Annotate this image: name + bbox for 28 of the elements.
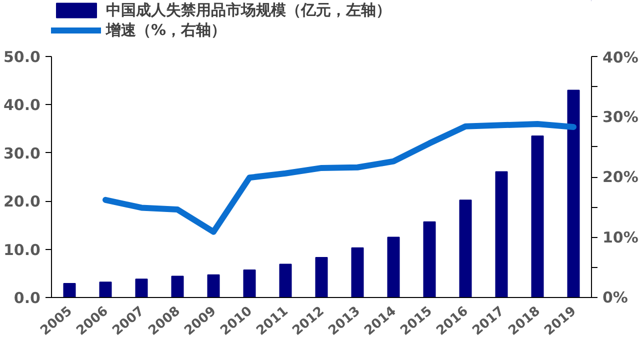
bar xyxy=(351,247,364,298)
y-tick-label: 40.0 xyxy=(3,96,41,114)
y-tick-label: 50.0 xyxy=(3,48,41,66)
bar xyxy=(495,171,508,298)
bar xyxy=(567,90,580,298)
y-tick-label: 20.0 xyxy=(3,192,41,211)
bar xyxy=(531,136,544,298)
y2-tick-label: 40% xyxy=(602,48,638,66)
bar xyxy=(315,256,328,298)
bar xyxy=(279,264,292,298)
bar xyxy=(171,276,184,298)
bar xyxy=(63,283,76,298)
legend-label: 中国成人失禁用品市场规模（亿元，左轴） xyxy=(106,0,391,20)
y2-tick-label: 30% xyxy=(602,108,638,126)
bar xyxy=(207,274,220,298)
bar xyxy=(459,200,472,298)
y2-tick-label: 10% xyxy=(602,228,638,246)
bar xyxy=(423,221,436,298)
bar xyxy=(243,270,256,298)
y2-tick-label: 0% xyxy=(602,288,628,306)
legend-label: 增速（%，右轴） xyxy=(106,20,226,40)
bar xyxy=(135,278,148,298)
bar xyxy=(387,236,400,298)
y-tick-label: 0.0 xyxy=(14,289,41,307)
bar xyxy=(99,282,112,298)
y-tick-label: 10.0 xyxy=(3,240,41,259)
y2-tick-label: 20% xyxy=(602,168,638,186)
y-tick-label: 30.0 xyxy=(3,144,41,162)
